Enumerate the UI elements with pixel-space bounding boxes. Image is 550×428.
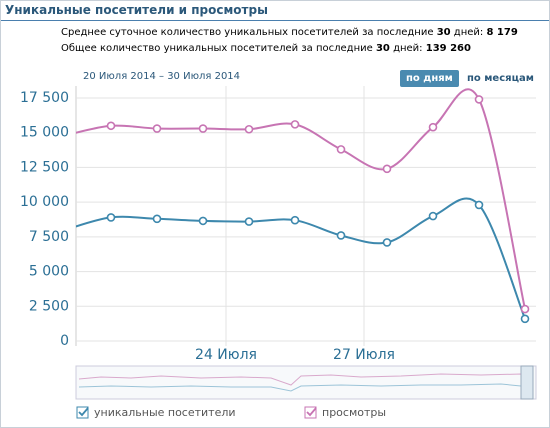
y-tick-label: 17 500 — [20, 90, 69, 106]
stat-unit: дней: — [453, 27, 484, 38]
navigator-handle[interactable] — [520, 365, 534, 400]
stat-text: Среднее суточное количество уникальных п… — [61, 27, 434, 38]
series-line — [76, 197, 526, 320]
point — [336, 145, 346, 154]
point — [474, 200, 484, 210]
y-tick-label: 5 000 — [29, 264, 69, 280]
y-tick-label: 12 500 — [20, 159, 69, 175]
y-tick-label: 10 000 — [20, 194, 69, 210]
navigator — [75, 365, 537, 400]
stat-days: 30 — [375, 43, 390, 54]
point — [244, 124, 254, 134]
x-tick-label: 27 Июля — [333, 347, 395, 363]
point — [520, 314, 530, 324]
stat-text: Общее количество уникальных посетителей … — [61, 43, 373, 54]
stat-unit: дней: — [393, 43, 423, 54]
legend-label: просмотры — [322, 406, 386, 419]
stat-line: Общее количество уникальных посетителей … — [61, 43, 471, 54]
point — [474, 95, 484, 104]
point — [290, 215, 300, 225]
point — [244, 217, 254, 226]
y-tick-label: 2 500 — [29, 298, 69, 314]
x-axis-band — [76, 346, 536, 366]
point — [152, 124, 162, 133]
x-tick-label: 24 Июля — [195, 347, 257, 363]
legend-label: уникальные посетители — [94, 406, 236, 419]
y-tick-label: 0 — [60, 333, 69, 349]
y-tick-label: 15 000 — [20, 125, 69, 141]
legend-check[interactable] — [304, 406, 317, 419]
point — [382, 164, 392, 174]
stat-value: 8 179 — [486, 27, 518, 38]
stat-days: 30 — [436, 27, 451, 38]
point — [198, 124, 208, 133]
y-tick-label: 7 500 — [29, 229, 69, 245]
navigator-line — [78, 373, 532, 386]
point — [336, 231, 346, 240]
point — [428, 122, 438, 132]
date-range: 20 Июля 2014 – 30 Июля 2014 — [83, 71, 241, 82]
point — [382, 238, 392, 247]
stat-line: Среднее суточное количество уникальных п… — [61, 27, 518, 38]
navigator-line — [78, 383, 532, 392]
title-rule — [1, 20, 549, 21]
point — [428, 211, 438, 221]
point — [106, 121, 116, 131]
series — [76, 88, 530, 314]
by-day-button[interactable]: по дням — [400, 70, 459, 87]
stat-value: 139 260 — [425, 43, 471, 54]
point — [152, 214, 162, 224]
point — [198, 216, 208, 226]
point — [106, 213, 116, 222]
panel-title: Уникальные посетители и просмотры — [5, 3, 268, 17]
point — [290, 120, 300, 129]
series — [76, 197, 530, 324]
legend-check[interactable] — [76, 406, 89, 419]
by-month-button[interactable]: по месяцам — [467, 73, 534, 84]
point — [520, 304, 530, 314]
